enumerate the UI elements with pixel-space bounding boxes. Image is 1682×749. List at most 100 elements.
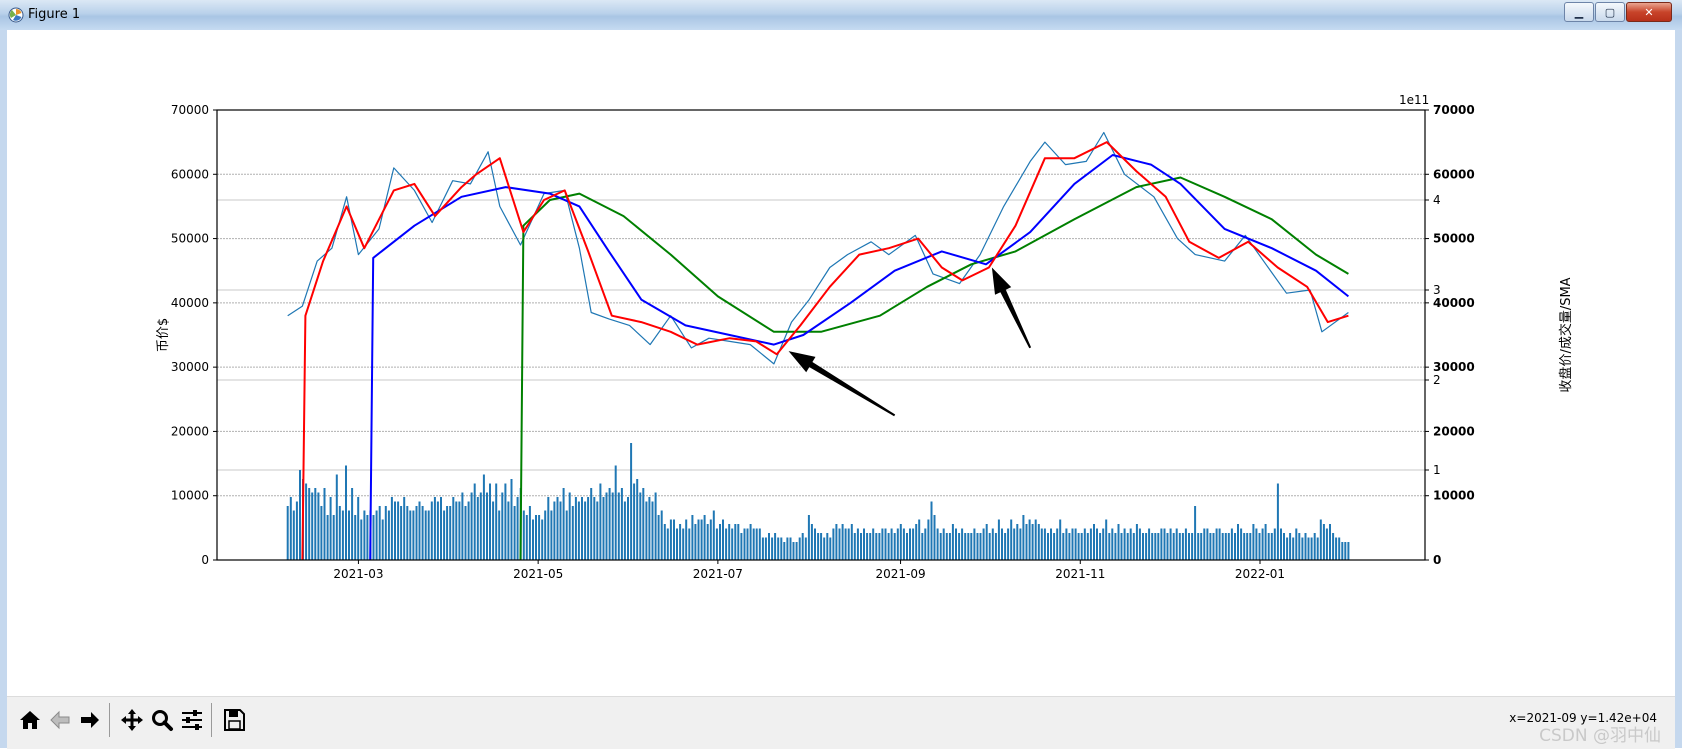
volume-bar (740, 533, 743, 560)
volume-bar (522, 510, 525, 560)
volume-bar (768, 533, 770, 560)
volume-bar (856, 528, 859, 560)
volume-bar (1019, 528, 1022, 560)
volume-bar (982, 528, 985, 560)
sma-fast-line (301, 141, 1349, 561)
volume-bar (1169, 528, 1172, 560)
volume-bar (973, 528, 976, 560)
volume-bar (292, 510, 295, 560)
volume-bar (317, 492, 320, 560)
volume-bar (630, 443, 633, 560)
volume-bar (507, 501, 510, 560)
volume-bar (1093, 524, 1095, 560)
volume-bar (942, 528, 945, 560)
volume-bar (528, 506, 531, 560)
volume-bar (1261, 528, 1264, 560)
volume-bar (669, 519, 672, 560)
forward-icon (81, 712, 99, 728)
x-tick-label: 2021-05 (513, 567, 563, 581)
volume-bar (1319, 519, 1322, 560)
window-titlebar: Figure 1 ▁ ▢ ✕ (0, 0, 1682, 31)
volume-bar (869, 533, 872, 560)
volume-bar (360, 519, 363, 560)
volume-bar (955, 528, 957, 560)
y-tick-label: 20000 (171, 424, 209, 438)
volume-bar (565, 510, 568, 560)
y2-tick-label: 40000 (1433, 296, 1475, 310)
offset-text: 1e11 (1399, 93, 1429, 107)
volume-bar (433, 497, 436, 560)
volume-bar (1132, 533, 1135, 560)
close-button[interactable]: ✕ (1626, 2, 1672, 22)
volume-bar (1206, 528, 1209, 560)
toolbar-separator (211, 703, 212, 737)
home-button[interactable] (15, 705, 45, 735)
volume-bar (489, 483, 491, 560)
volume-bar (390, 497, 393, 560)
volume-bar (930, 501, 933, 560)
volume-bar (912, 528, 915, 560)
volume-bar (906, 533, 908, 560)
volume-bar (1276, 483, 1279, 560)
volume-bar (771, 537, 774, 560)
volume-bar (482, 474, 485, 560)
volume-bar (700, 519, 703, 560)
minimize-button[interactable]: ▁ (1564, 2, 1594, 22)
home-icon (20, 711, 40, 729)
volume-bar (400, 506, 403, 560)
x-tick-label: 2021-11 (1055, 567, 1105, 581)
volume-bar (623, 501, 626, 560)
pan-button[interactable] (117, 705, 147, 735)
volume-bar (890, 528, 893, 560)
volume-bar (1273, 528, 1276, 560)
volume-bar (1230, 528, 1233, 560)
annotation-arrow (991, 267, 1032, 349)
volume-bar (1221, 533, 1224, 560)
volume-bar (798, 537, 801, 560)
volume-bar (786, 537, 789, 560)
volume-bar (455, 501, 458, 560)
configure-subplots-button[interactable] (177, 705, 207, 735)
volume-bar (467, 501, 470, 560)
volume-bar (731, 528, 734, 560)
volume-bar (783, 542, 786, 560)
y-tick-label: 40000 (171, 296, 209, 310)
volume-bar (902, 528, 905, 560)
volume-bar (832, 528, 835, 560)
window-title: Figure 1 (28, 7, 81, 22)
volume-bar (817, 533, 820, 560)
volume-bar (835, 524, 838, 560)
save-button[interactable] (219, 705, 249, 735)
figure-canvas[interactable]: 0 10000 20000 30000 40000 50000 60000 70000 0 10… (7, 30, 1675, 696)
volume-bar (1050, 528, 1052, 560)
volume-bar (614, 465, 617, 560)
y-tick-label: 60000 (171, 167, 209, 181)
zoom-button[interactable] (147, 705, 177, 735)
volume-bar (896, 528, 899, 560)
volume-bar (789, 537, 792, 560)
volume-bar (958, 533, 961, 560)
volume-bar (691, 515, 694, 560)
volume-bar (927, 519, 930, 560)
volume-bar (979, 533, 982, 560)
volume-bar (308, 488, 311, 560)
toolbar-separator (109, 703, 110, 737)
volume-bar (299, 470, 301, 560)
forward-button[interactable] (75, 705, 105, 735)
volume-bar (712, 510, 715, 560)
volume-bar (1184, 528, 1187, 560)
volume-bar (449, 506, 452, 560)
volume-bar (801, 533, 804, 560)
volume-bar (1310, 537, 1313, 560)
volume-bar (642, 488, 645, 560)
volume-bar (1053, 533, 1056, 560)
volume-bar (1322, 524, 1325, 560)
volume-bar (504, 483, 507, 560)
volume-bar (663, 524, 666, 560)
chart: 0 10000 20000 30000 40000 50000 60000 70000 0 10… (156, 93, 1574, 581)
volume-bar (694, 524, 697, 560)
volume-bar (608, 488, 611, 560)
maximize-button[interactable]: ▢ (1595, 2, 1625, 22)
volume-bar (332, 515, 335, 560)
back-button[interactable] (45, 705, 75, 735)
